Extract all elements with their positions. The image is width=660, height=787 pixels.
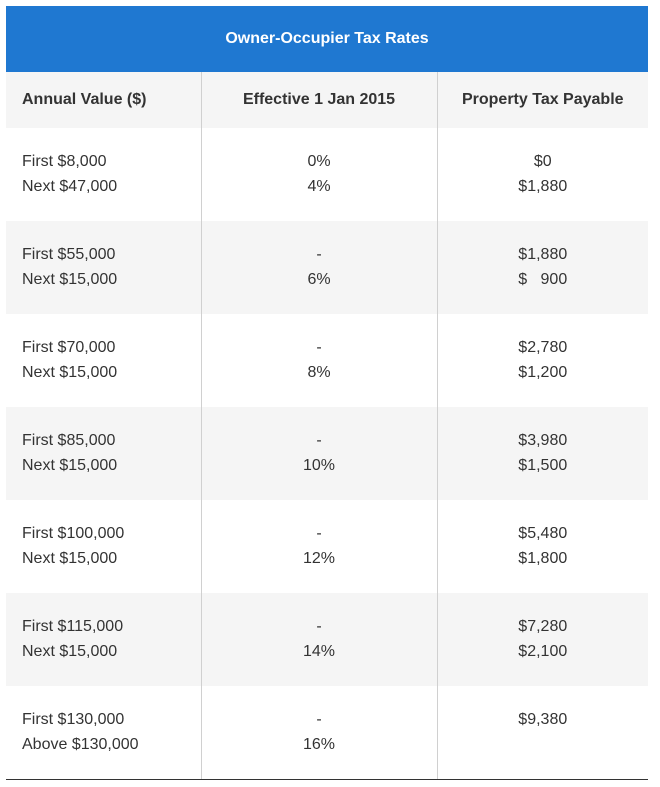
table-row: First $55,000 Next $15,000 - 6% $1,880 $ 900: [6, 221, 649, 314]
tax-payable-line: $2,780: [518, 339, 568, 356]
annual-value-line: Next $15,000: [22, 550, 118, 567]
tax-payable-line: $1,500: [518, 457, 568, 474]
annual-value-line: First $130,000: [22, 711, 125, 728]
header-tax-payable: Property Tax Payable: [437, 72, 649, 128]
rate-cell: - 8%: [201, 314, 438, 407]
tax-payable-line: $1,200: [518, 364, 568, 381]
tax-payable-cell: $2,780 $1,200: [437, 314, 649, 407]
annual-value-cell: First $55,000 Next $15,000: [6, 221, 202, 314]
annual-value-line: Next $15,000: [22, 643, 118, 660]
rate-line: 4%: [307, 178, 331, 195]
annual-value-line: First $55,000: [22, 246, 116, 263]
tax-payable-line: $9,380: [518, 711, 568, 728]
tax-payable-line: $2,100: [518, 643, 568, 660]
annual-value-cell: First $70,000 Next $15,000: [6, 314, 202, 407]
annual-value-line: Next $15,000: [22, 457, 118, 474]
annual-value-cell: First $8,000 Next $47,000: [6, 128, 202, 221]
table-row: First $115,000 Next $15,000 - 14% $7,280 $2,1…: [6, 593, 649, 686]
annual-value-line: First $115,000: [22, 618, 124, 635]
rate-line: -: [316, 432, 322, 449]
rate-line: 8%: [307, 364, 331, 381]
table-title: Owner-Occupier Tax Rates: [6, 6, 649, 72]
rate-line: 16%: [302, 736, 336, 753]
tax-payable-cell: $1,880 $ 900: [437, 221, 649, 314]
rate-cell: - 10%: [201, 407, 438, 500]
rate-cell: - 14%: [201, 593, 438, 686]
rate-line: 10%: [302, 457, 336, 474]
tax-rates-table: Owner-Occupier Tax Rates Annual Value ($…: [6, 6, 649, 780]
tax-payable-cell: $3,980 $1,500: [437, 407, 649, 500]
rate-line: -: [316, 525, 322, 542]
annual-value-cell: First $100,000 Next $15,000: [6, 500, 202, 593]
tax-payable-line: $1,800: [518, 550, 568, 567]
rate-line: -: [316, 246, 322, 263]
table-row: First $8,000 Next $47,000 0% 4% $0 $1,880: [6, 128, 649, 221]
annual-value-line: First $8,000: [22, 153, 107, 170]
tax-payable-cell: $7,280 $2,100: [437, 593, 649, 686]
header-effective-date: Effective 1 Jan 2015: [201, 72, 438, 128]
table-row: First $100,000 Next $15,000 - 12% $5,480 $1,8…: [6, 500, 649, 593]
tax-payable-line: $0: [533, 153, 552, 170]
rate-cell: - 16%: [201, 686, 438, 780]
annual-value-line: Next $15,000: [22, 364, 118, 381]
header-annual-value: Annual Value ($): [6, 72, 202, 128]
annual-value-line: First $70,000: [22, 339, 116, 356]
rate-line: 14%: [302, 643, 336, 660]
rate-cell: - 12%: [201, 500, 438, 593]
table-row: First $130,000 Above $130,000 - 16% $9,380: [6, 686, 649, 780]
rate-line: 6%: [307, 271, 331, 288]
annual-value-line: First $100,000: [22, 525, 125, 542]
rate-line: 0%: [307, 153, 331, 170]
annual-value-cell: First $115,000 Next $15,000: [6, 593, 202, 686]
tax-payable-cell: $9,380: [437, 686, 649, 780]
annual-value-line: Next $47,000: [22, 178, 118, 195]
annual-value-cell: First $130,000 Above $130,000: [6, 686, 202, 780]
annual-value-cell: First $85,000 Next $15,000: [6, 407, 202, 500]
rate-cell: 0% 4%: [201, 128, 438, 221]
rate-cell: - 6%: [201, 221, 438, 314]
tax-payable-line: $ 900: [518, 271, 568, 288]
table-row: First $85,000 Next $15,000 - 10% $3,980 $1,50…: [6, 407, 649, 500]
annual-value-line: Above $130,000: [22, 736, 139, 753]
tax-rates-table-container: Owner-Occupier Tax Rates Annual Value ($…: [6, 6, 649, 780]
tax-payable-line: $7,280: [518, 618, 568, 635]
annual-value-line: First $85,000: [22, 432, 116, 449]
tax-payable-line: $5,480: [518, 525, 568, 542]
annual-value-line: Next $15,000: [22, 271, 118, 288]
table-row: First $70,000 Next $15,000 - 8% $2,780 $1,200: [6, 314, 649, 407]
rate-line: 12%: [302, 550, 336, 567]
tax-payable-line: [438, 732, 649, 757]
rate-line: -: [316, 339, 322, 356]
tax-payable-line: $1,880: [518, 178, 568, 195]
table-body: First $8,000 Next $47,000 0% 4% $0 $1,880 Firs…: [6, 128, 649, 780]
rate-line: -: [316, 618, 322, 635]
rate-line: -: [316, 711, 322, 728]
tax-payable-cell: $5,480 $1,800: [437, 500, 649, 593]
tax-payable-line: $1,880: [518, 246, 568, 263]
table-header-row: Annual Value ($) Effective 1 Jan 2015 Pr…: [6, 72, 649, 128]
tax-payable-cell: $0 $1,880: [437, 128, 649, 221]
tax-payable-line: $3,980: [518, 432, 568, 449]
